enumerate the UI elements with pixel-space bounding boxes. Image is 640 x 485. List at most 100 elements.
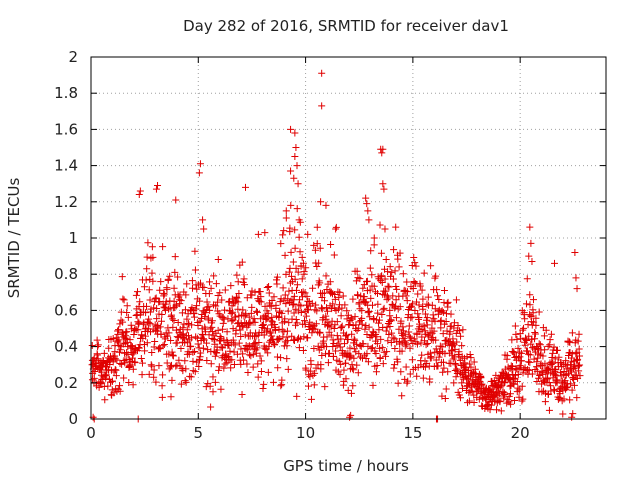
data-point bbox=[538, 388, 546, 396]
data-point bbox=[196, 160, 204, 168]
data-point bbox=[569, 410, 577, 418]
data-point bbox=[404, 377, 412, 385]
data-point bbox=[284, 337, 292, 345]
data-point bbox=[233, 271, 241, 279]
data-point bbox=[358, 320, 366, 328]
data-point bbox=[188, 277, 196, 285]
data-point bbox=[209, 373, 217, 381]
data-point bbox=[403, 297, 411, 305]
data-point bbox=[379, 360, 387, 368]
data-point bbox=[354, 369, 362, 377]
data-point bbox=[358, 307, 366, 315]
tick-labels-layer: 00.20.40.60.811.21.41.61.820 5 10 15 20 bbox=[54, 48, 530, 442]
data-point bbox=[200, 283, 208, 291]
data-point bbox=[363, 277, 371, 285]
data-point bbox=[351, 336, 359, 344]
data-point bbox=[517, 335, 525, 343]
data-point bbox=[306, 373, 314, 381]
data-point bbox=[438, 307, 446, 315]
data-point bbox=[413, 340, 421, 348]
data-point bbox=[115, 326, 123, 334]
data-point bbox=[305, 298, 313, 306]
data-point bbox=[386, 323, 394, 331]
data-point bbox=[162, 298, 170, 306]
data-point bbox=[545, 378, 553, 386]
x-tick-label: 0 bbox=[86, 424, 96, 442]
data-point bbox=[381, 225, 389, 233]
data-point bbox=[228, 356, 236, 364]
data-point bbox=[378, 344, 386, 352]
y-tick-label: 1.8 bbox=[54, 84, 78, 102]
data-point bbox=[383, 323, 391, 331]
data-point bbox=[93, 351, 101, 359]
data-point bbox=[163, 332, 171, 340]
data-point bbox=[455, 348, 463, 356]
data-point bbox=[525, 332, 533, 340]
data-point bbox=[270, 293, 278, 301]
data-point bbox=[312, 301, 320, 309]
data-point bbox=[209, 388, 217, 396]
y-tick-label: 1.6 bbox=[54, 120, 78, 138]
y-tick-label: 1 bbox=[68, 229, 78, 247]
data-point bbox=[251, 318, 259, 326]
data-point bbox=[145, 286, 153, 294]
data-point bbox=[243, 360, 251, 368]
data-point bbox=[386, 312, 394, 320]
data-point bbox=[337, 312, 345, 320]
data-point bbox=[182, 365, 190, 373]
data-point bbox=[129, 365, 137, 373]
data-point bbox=[527, 239, 535, 247]
data-point bbox=[146, 296, 154, 304]
data-point bbox=[259, 385, 267, 392]
data-point bbox=[221, 360, 229, 368]
data-point bbox=[214, 255, 222, 263]
data-point bbox=[347, 411, 355, 419]
data-point bbox=[300, 333, 308, 341]
data-point bbox=[280, 227, 288, 235]
data-point bbox=[237, 360, 245, 368]
data-point bbox=[281, 251, 289, 259]
data-point bbox=[287, 201, 295, 209]
data-point bbox=[88, 342, 96, 350]
data-point bbox=[318, 102, 326, 110]
data-point bbox=[298, 275, 306, 283]
data-point bbox=[194, 321, 202, 329]
y-tick-label: 1.4 bbox=[54, 157, 78, 175]
data-point bbox=[324, 359, 332, 367]
data-point bbox=[444, 298, 452, 306]
data-point bbox=[289, 296, 297, 304]
data-point bbox=[295, 344, 303, 352]
data-point bbox=[182, 291, 190, 299]
data-point bbox=[291, 129, 299, 137]
data-point bbox=[366, 313, 374, 321]
data-point bbox=[219, 319, 227, 327]
data-point bbox=[563, 365, 571, 373]
data-point bbox=[231, 341, 239, 349]
data-point bbox=[254, 230, 262, 238]
data-point bbox=[374, 309, 382, 317]
data-point bbox=[217, 343, 225, 351]
data-point bbox=[169, 352, 177, 360]
data-point bbox=[318, 305, 326, 313]
data-point bbox=[526, 358, 534, 366]
data-point bbox=[269, 378, 277, 386]
data-point bbox=[163, 285, 171, 293]
data-point bbox=[329, 300, 337, 308]
data-point bbox=[511, 396, 519, 404]
data-point bbox=[199, 335, 207, 343]
data-point bbox=[263, 314, 271, 322]
data-point bbox=[494, 396, 502, 404]
data-point bbox=[113, 337, 121, 345]
data-point bbox=[391, 304, 399, 312]
data-point bbox=[166, 272, 174, 280]
data-point bbox=[290, 174, 298, 182]
data-point bbox=[157, 317, 165, 325]
data-point bbox=[467, 354, 475, 362]
data-point bbox=[116, 360, 124, 368]
data-point bbox=[196, 297, 204, 305]
data-point bbox=[266, 328, 274, 336]
data-point bbox=[214, 326, 222, 334]
data-point bbox=[312, 364, 320, 372]
data-point bbox=[250, 315, 258, 323]
data-point bbox=[281, 291, 289, 299]
